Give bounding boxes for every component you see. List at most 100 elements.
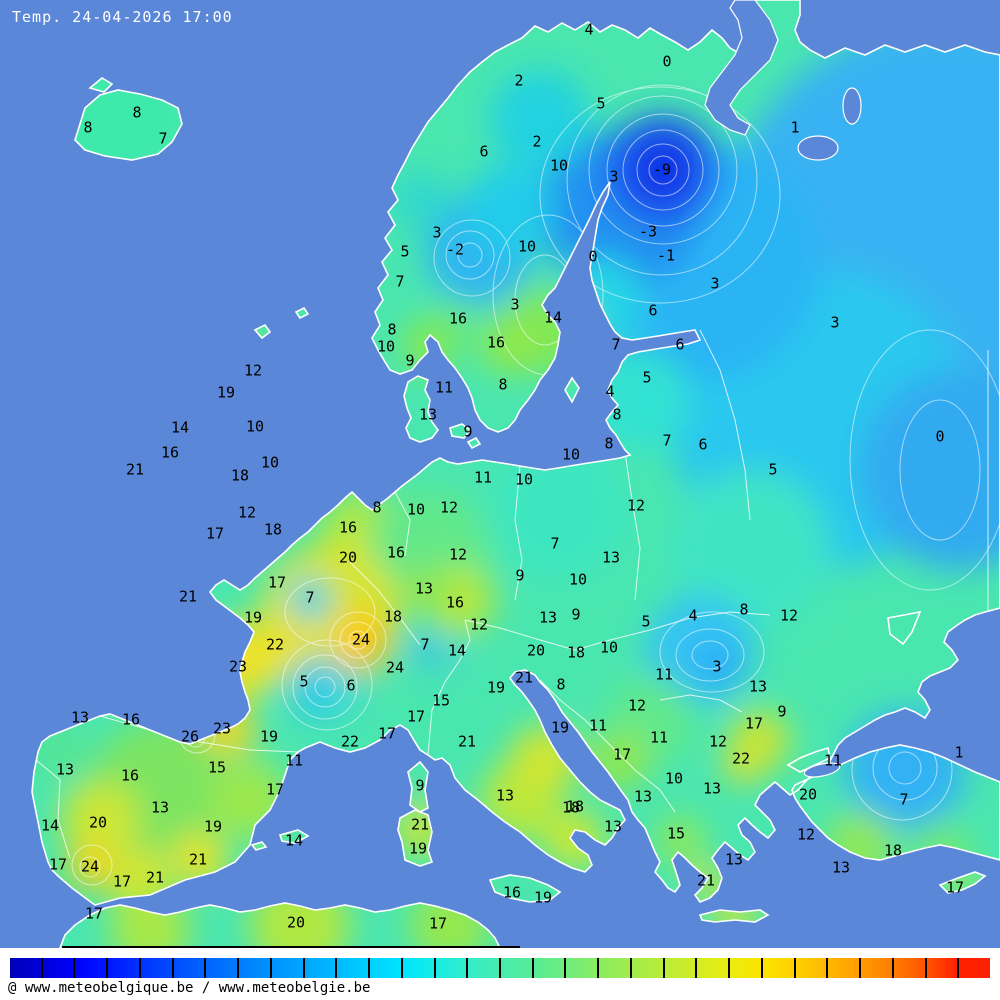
temp-label: 8 xyxy=(498,375,508,394)
temp-label: 16 xyxy=(160,443,180,462)
colorbar-segment xyxy=(400,958,434,978)
temp-label: 19 xyxy=(408,839,428,858)
temp-label: 5 xyxy=(641,612,651,631)
temp-label: 18 xyxy=(561,798,581,817)
temp-label: 12 xyxy=(626,496,646,515)
temp-label: 13 xyxy=(495,786,515,805)
temp-label: 13 xyxy=(748,677,768,696)
temp-label: 13 xyxy=(601,548,621,567)
temp-label: 5 xyxy=(642,368,652,387)
temp-label: 17 xyxy=(48,855,68,874)
colorbar-segment xyxy=(826,958,860,978)
temp-label: 2 xyxy=(532,132,542,151)
temp-label: 11 xyxy=(434,378,454,397)
temp-label: 6 xyxy=(698,435,708,454)
temp-label: 21 xyxy=(125,460,145,479)
temp-label: 21 xyxy=(696,871,716,890)
temp-label: 10 xyxy=(599,638,619,657)
temp-label: 15 xyxy=(431,691,451,710)
sea-of-marmara xyxy=(803,762,841,778)
europe-map xyxy=(31,0,1000,948)
temp-label: 26 xyxy=(180,727,200,746)
colorbar-segment xyxy=(466,958,500,978)
temp-label: 9 xyxy=(463,422,473,441)
temp-label: 21 xyxy=(410,815,430,834)
temperature-colorbar xyxy=(10,958,991,978)
temp-label: 6 xyxy=(346,676,356,695)
temp-label: 8 xyxy=(604,434,614,453)
temp-label: 10 xyxy=(514,470,534,489)
temp-label: 14 xyxy=(170,418,190,437)
temp-label: 7 xyxy=(420,635,430,654)
temp-label: 7 xyxy=(662,431,672,450)
temp-label: 7 xyxy=(395,272,405,291)
temp-label: 11 xyxy=(284,751,304,770)
temp-label: 13 xyxy=(724,850,744,869)
temp-label: 24 xyxy=(80,857,100,876)
colorbar-segment xyxy=(793,958,827,978)
temp-label: 18 xyxy=(883,841,903,860)
temp-label: 19 xyxy=(216,383,236,402)
temp-label: 6 xyxy=(479,142,489,161)
country-borders xyxy=(35,329,989,859)
temp-label: 14 xyxy=(284,831,304,850)
temp-label: 16 xyxy=(121,710,141,729)
temp-label: -1 xyxy=(656,246,676,265)
temp-label: 18 xyxy=(263,520,283,539)
temp-label: 20 xyxy=(286,913,306,932)
temp-label: 15 xyxy=(666,824,686,843)
colorbar-segment xyxy=(335,958,369,978)
temp-label: 20 xyxy=(798,785,818,804)
temp-label: 16 xyxy=(386,543,406,562)
inland-seas xyxy=(704,0,862,778)
temp-label: 4 xyxy=(584,20,594,39)
colorbar-segment xyxy=(891,958,925,978)
colorbar-segment xyxy=(40,958,74,978)
temp-label: 17 xyxy=(945,878,965,897)
temp-label: 9 xyxy=(777,702,787,721)
temp-label: -9 xyxy=(652,160,672,179)
temp-label: 13 xyxy=(603,817,623,836)
temp-label: 13 xyxy=(70,708,90,727)
temp-label: 7 xyxy=(899,790,909,809)
temp-label: 4 xyxy=(688,606,698,625)
temp-label: 18 xyxy=(565,797,585,816)
temp-label: 11 xyxy=(823,751,843,770)
temp-label: 19 xyxy=(486,678,506,697)
colorbar-segment xyxy=(204,958,238,978)
temp-label: 7 xyxy=(305,588,315,607)
temp-label: 5 xyxy=(596,94,606,113)
temp-label: 19 xyxy=(203,817,223,836)
temp-label: 22 xyxy=(265,635,285,654)
colorbar-segment xyxy=(597,958,630,978)
temp-label: 14 xyxy=(543,308,563,327)
temp-label: 12 xyxy=(469,615,489,634)
temp-label: 3 xyxy=(710,274,720,293)
temp-label: 18 xyxy=(566,643,586,662)
temp-label: 17 xyxy=(267,573,287,592)
temp-label: 12 xyxy=(448,545,468,564)
temp-label: 4 xyxy=(605,382,615,401)
temp-label: -2 xyxy=(445,240,465,259)
lake-ladoga xyxy=(797,135,839,161)
temp-label: 9 xyxy=(515,566,525,585)
temp-label: 13 xyxy=(150,798,170,817)
temp-label: 12 xyxy=(627,696,647,715)
copyright-text: @ www.meteobelgique.be / www.meteobelgie… xyxy=(8,980,371,996)
temp-label: 10 xyxy=(376,337,396,356)
temp-label: 16 xyxy=(445,593,465,612)
temp-label: 21 xyxy=(514,668,534,687)
temp-label: 16 xyxy=(338,518,358,537)
temp-label: 13 xyxy=(633,787,653,806)
temp-label: 8 xyxy=(132,103,142,122)
temp-label: 3 xyxy=(510,295,520,314)
temp-label: 19 xyxy=(550,718,570,737)
colorbar-segment xyxy=(499,958,532,978)
temp-label: 10 xyxy=(260,453,280,472)
temp-label: 18 xyxy=(230,466,250,485)
temp-label: 3 xyxy=(712,657,722,676)
colorbar-segment xyxy=(10,958,41,978)
temp-label: 23 xyxy=(228,657,248,676)
temp-label: 5 xyxy=(400,242,410,261)
temp-label: 17 xyxy=(612,745,632,764)
